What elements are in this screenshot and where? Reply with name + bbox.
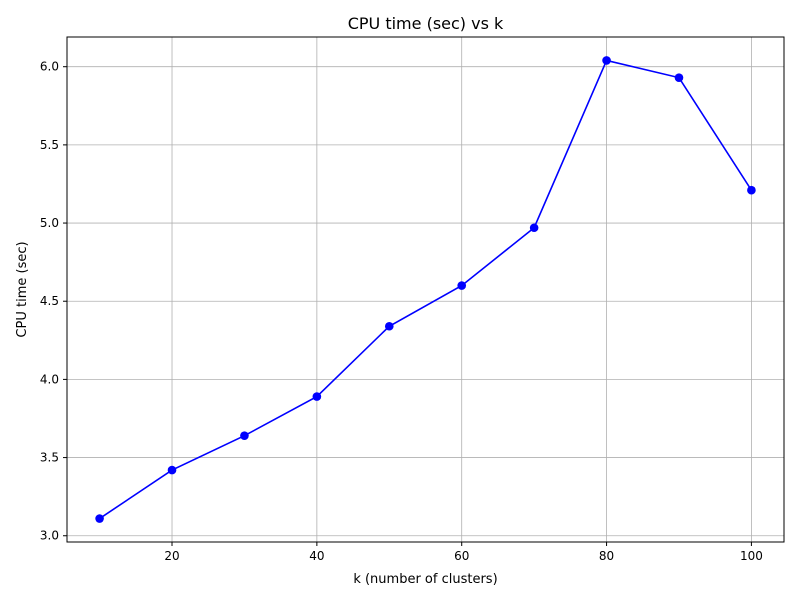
data-point bbox=[747, 185, 756, 195]
y-tick-label: 5.5 bbox=[40, 138, 59, 152]
y-tick-label: 3.0 bbox=[40, 529, 59, 543]
y-tick-label: 4.5 bbox=[40, 294, 59, 308]
plot-border bbox=[66, 36, 785, 543]
data-point bbox=[602, 56, 611, 65]
data-point bbox=[384, 321, 394, 331]
x-tick-label: 80 bbox=[599, 549, 614, 563]
series-line bbox=[99, 59, 753, 520]
x-tick-label: 100 bbox=[740, 549, 763, 563]
series-layer bbox=[95, 56, 756, 523]
grid-lines bbox=[67, 37, 784, 542]
x-tick-label: 20 bbox=[164, 549, 179, 563]
x-axis-label: k (number of clusters) bbox=[353, 572, 497, 587]
data-point bbox=[167, 465, 177, 475]
data-point bbox=[457, 281, 467, 290]
y-axis-label: CPU time (sec) bbox=[15, 241, 30, 337]
data-point bbox=[95, 514, 104, 523]
chart-title: CPU time (sec) vs k bbox=[348, 14, 504, 33]
y-tick-label: 4.0 bbox=[40, 372, 59, 386]
x-tick-label: 40 bbox=[309, 549, 324, 563]
y-tick-label: 6.0 bbox=[40, 60, 59, 74]
data-point bbox=[674, 73, 684, 82]
x-tick-label: 60 bbox=[454, 549, 469, 563]
y-tick-label: 5.0 bbox=[40, 216, 59, 230]
data-point bbox=[529, 223, 539, 233]
y-tick-label: 3.5 bbox=[40, 451, 59, 465]
data-point bbox=[312, 392, 322, 401]
x-axis-ticks: 20 40 60 80 100 bbox=[164, 542, 763, 563]
y-axis-ticks: 3.0 3.5 4.0 4.5 5.0 5.5 6.0 bbox=[40, 60, 67, 543]
data-point bbox=[240, 431, 249, 440]
plot-frame bbox=[66, 36, 785, 543]
